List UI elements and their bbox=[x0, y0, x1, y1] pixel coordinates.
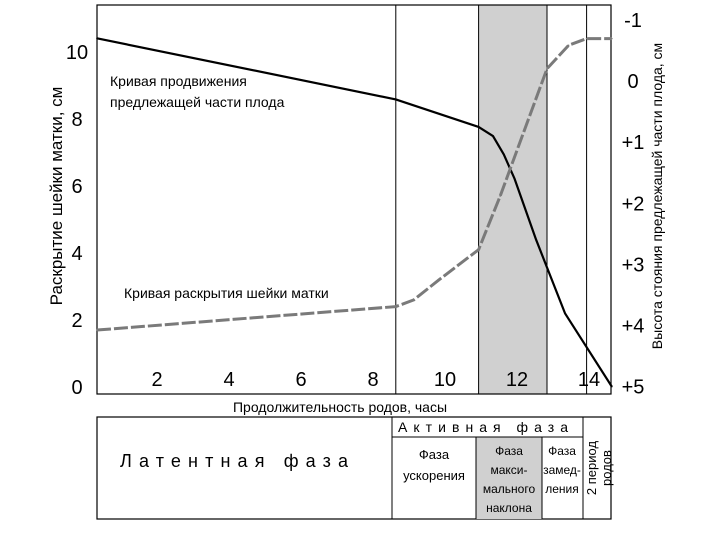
x-tick-labels: 2 4 6 8 10 12 14 bbox=[151, 369, 600, 391]
dilation-point-1 bbox=[395, 305, 397, 308]
max-slope-label-line2: макси- bbox=[490, 463, 527, 477]
dilation-point-9 bbox=[611, 37, 613, 40]
y-right-tick-0: 0 bbox=[627, 71, 638, 93]
y-axis-right-label: Высота стояния предлежащей части плода, … bbox=[649, 43, 665, 349]
dilation-point-8 bbox=[585, 37, 588, 40]
series-layer bbox=[96, 37, 613, 388]
y-left-tick-8: 8 bbox=[71, 109, 82, 131]
phase-table: Латентная фаза Активная фаза Фаза ускоре… bbox=[96, 416, 614, 520]
descent-point-7 bbox=[564, 312, 566, 315]
descent-point-4 bbox=[503, 153, 505, 156]
descent-point-6 bbox=[535, 239, 537, 241]
plot-frame bbox=[96, 4, 612, 395]
y-right-tick-plus3: +3 bbox=[622, 254, 645, 276]
descent-point-3 bbox=[492, 135, 494, 137]
x-tick-14: 14 bbox=[578, 369, 600, 391]
y-left-tick-2: 2 bbox=[71, 310, 82, 332]
max-slope-cell-shade bbox=[476, 437, 542, 519]
x-tick-4: 4 bbox=[223, 369, 234, 391]
y-left-tick-4: 4 bbox=[71, 243, 82, 265]
y-right-tick-plus1: +1 bbox=[622, 132, 645, 154]
deceleration-label-line1: Фаза bbox=[548, 444, 576, 458]
max-slope-shaded-band bbox=[478, 5, 547, 394]
descent-curve-label-line2: предлежащей части плода bbox=[110, 94, 285, 110]
x-tick-6: 6 bbox=[295, 369, 306, 391]
x-tick-2: 2 bbox=[151, 369, 162, 391]
deceleration-label-line2: замед- bbox=[543, 463, 581, 477]
descent-curve-label-line1: Кривая продвижения bbox=[110, 73, 247, 89]
second-stage-label-line1: 2 период bbox=[584, 441, 599, 496]
dilation-point-2 bbox=[413, 299, 415, 301]
deceleration-label-line3: ления bbox=[545, 482, 579, 496]
max-slope-label-line1: Фаза bbox=[495, 444, 523, 458]
y-right-tick-plus2: +2 bbox=[622, 193, 645, 215]
acceleration-label-line2: ускорения bbox=[403, 468, 465, 483]
second-stage-label-line2: родов bbox=[599, 450, 614, 486]
y-right-tick-labels: -1 0 +1 +2 +3 +4 +5 bbox=[622, 10, 645, 399]
y-axis-left-label: Раскрытие шейки матки, см bbox=[47, 87, 66, 306]
dilation-curve-line bbox=[96, 37, 612, 332]
acceleration-label-line1: Фаза bbox=[419, 447, 450, 462]
max-slope-label-line4: наклона bbox=[486, 501, 532, 515]
phase-boundary-lines bbox=[395, 5, 588, 394]
latent-phase-label: Латентная фаза bbox=[120, 451, 352, 471]
x-tick-8: 8 bbox=[367, 369, 378, 391]
max-slope-label-line3: мального bbox=[483, 482, 536, 496]
y-right-tick-plus4: +4 bbox=[622, 316, 645, 338]
descent-point-1 bbox=[395, 98, 397, 101]
phase-table-frame bbox=[96, 416, 612, 520]
y-left-tick-6: 6 bbox=[71, 176, 82, 198]
x-tick-10: 10 bbox=[434, 369, 456, 391]
dilation-point-7 bbox=[567, 44, 570, 47]
descent-point-0 bbox=[96, 37, 98, 40]
descent-point-2 bbox=[477, 126, 480, 128]
y-right-tick-plus5: +5 bbox=[622, 377, 645, 399]
y-left-tick-10: 10 bbox=[66, 42, 88, 64]
descent-point-5 bbox=[513, 178, 516, 180]
dilation-point-0 bbox=[96, 329, 98, 331]
x-axis-label: Продолжительность родов, часы bbox=[233, 399, 447, 415]
y-right-tick-minus1: -1 bbox=[624, 10, 642, 32]
dilation-point-4 bbox=[477, 248, 480, 251]
active-phase-label: Активная фаза bbox=[398, 419, 568, 435]
y-left-tick-labels: 0 2 4 6 8 10 bbox=[66, 42, 88, 399]
dilation-curve-label: Кривая раскрытия шейки матки bbox=[124, 285, 329, 301]
descent-point-8 bbox=[611, 385, 613, 388]
dilation-point-3 bbox=[438, 279, 440, 281]
y-left-tick-0: 0 bbox=[71, 377, 82, 399]
dilation-point-6 bbox=[546, 67, 548, 70]
dilation-point-5 bbox=[499, 195, 502, 197]
x-tick-12: 12 bbox=[506, 369, 528, 391]
